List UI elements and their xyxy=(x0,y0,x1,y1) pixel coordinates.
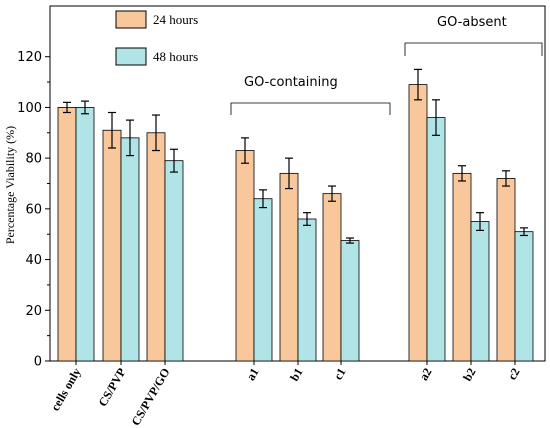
x-category-label: a2 xyxy=(416,366,434,383)
legend-label-24h: 24 hours xyxy=(153,12,198,27)
x-category-label: cells only xyxy=(48,366,84,414)
bar-24h xyxy=(235,150,255,362)
bar-48h xyxy=(297,218,317,362)
annotation-label-go-containing: GO-containing xyxy=(244,75,338,90)
bar-24h xyxy=(279,172,299,362)
x-category-label: b1 xyxy=(287,366,305,384)
bracket-go-containing xyxy=(230,102,391,115)
x-category-label: b2 xyxy=(460,366,478,384)
bar-24h xyxy=(496,178,516,362)
y-tick-label: 0 xyxy=(34,355,42,370)
legend-label-48h: 48 hours xyxy=(153,49,198,64)
x-category-label: c2 xyxy=(505,366,523,383)
x-category-label: CS/PVP xyxy=(95,366,128,409)
bar-48h xyxy=(470,221,490,362)
bracket-go-absent xyxy=(404,42,543,56)
bar-48h xyxy=(120,137,140,362)
bar-48h xyxy=(164,160,184,362)
x-category-label: c1 xyxy=(331,366,349,383)
legend-swatch-24h xyxy=(115,10,147,29)
y-tick-label: 100 xyxy=(17,101,42,116)
bar-48h xyxy=(75,107,95,362)
legend-swatch-48h xyxy=(115,47,147,66)
annotation-label-go-absent: GO-absent xyxy=(437,15,507,30)
bar-24h xyxy=(57,107,77,362)
y-tick-label: 120 xyxy=(17,50,42,65)
y-axis-label: Percentage Viability (%) xyxy=(3,126,17,244)
x-category-label: CS/PVP/GO xyxy=(128,366,172,428)
y-tick-label: 20 xyxy=(25,304,42,319)
plot-area: 0 20 40 60 80 100 120 cells only CS/PVP CS/PVP/GO… xyxy=(17,5,546,428)
y-tick-label: 60 xyxy=(25,202,42,217)
legend: 24 hours 48 hours xyxy=(115,10,198,66)
bar-48h xyxy=(426,117,446,362)
y-tick-label: 80 xyxy=(25,152,42,167)
bar-24h xyxy=(102,129,122,362)
bar-48h xyxy=(514,231,534,362)
y-tick-label: 40 xyxy=(25,253,42,268)
annotation-go-containing: GO-containing xyxy=(230,75,391,115)
annotation-go-absent: GO-absent xyxy=(404,15,543,56)
bar-24h xyxy=(452,172,472,362)
bar-48h xyxy=(340,240,360,362)
bar-24h xyxy=(322,193,342,362)
x-category-label: a1 xyxy=(243,366,261,383)
bar-24h xyxy=(146,132,166,362)
bar-48h xyxy=(253,198,273,362)
bar-24h xyxy=(408,84,428,362)
